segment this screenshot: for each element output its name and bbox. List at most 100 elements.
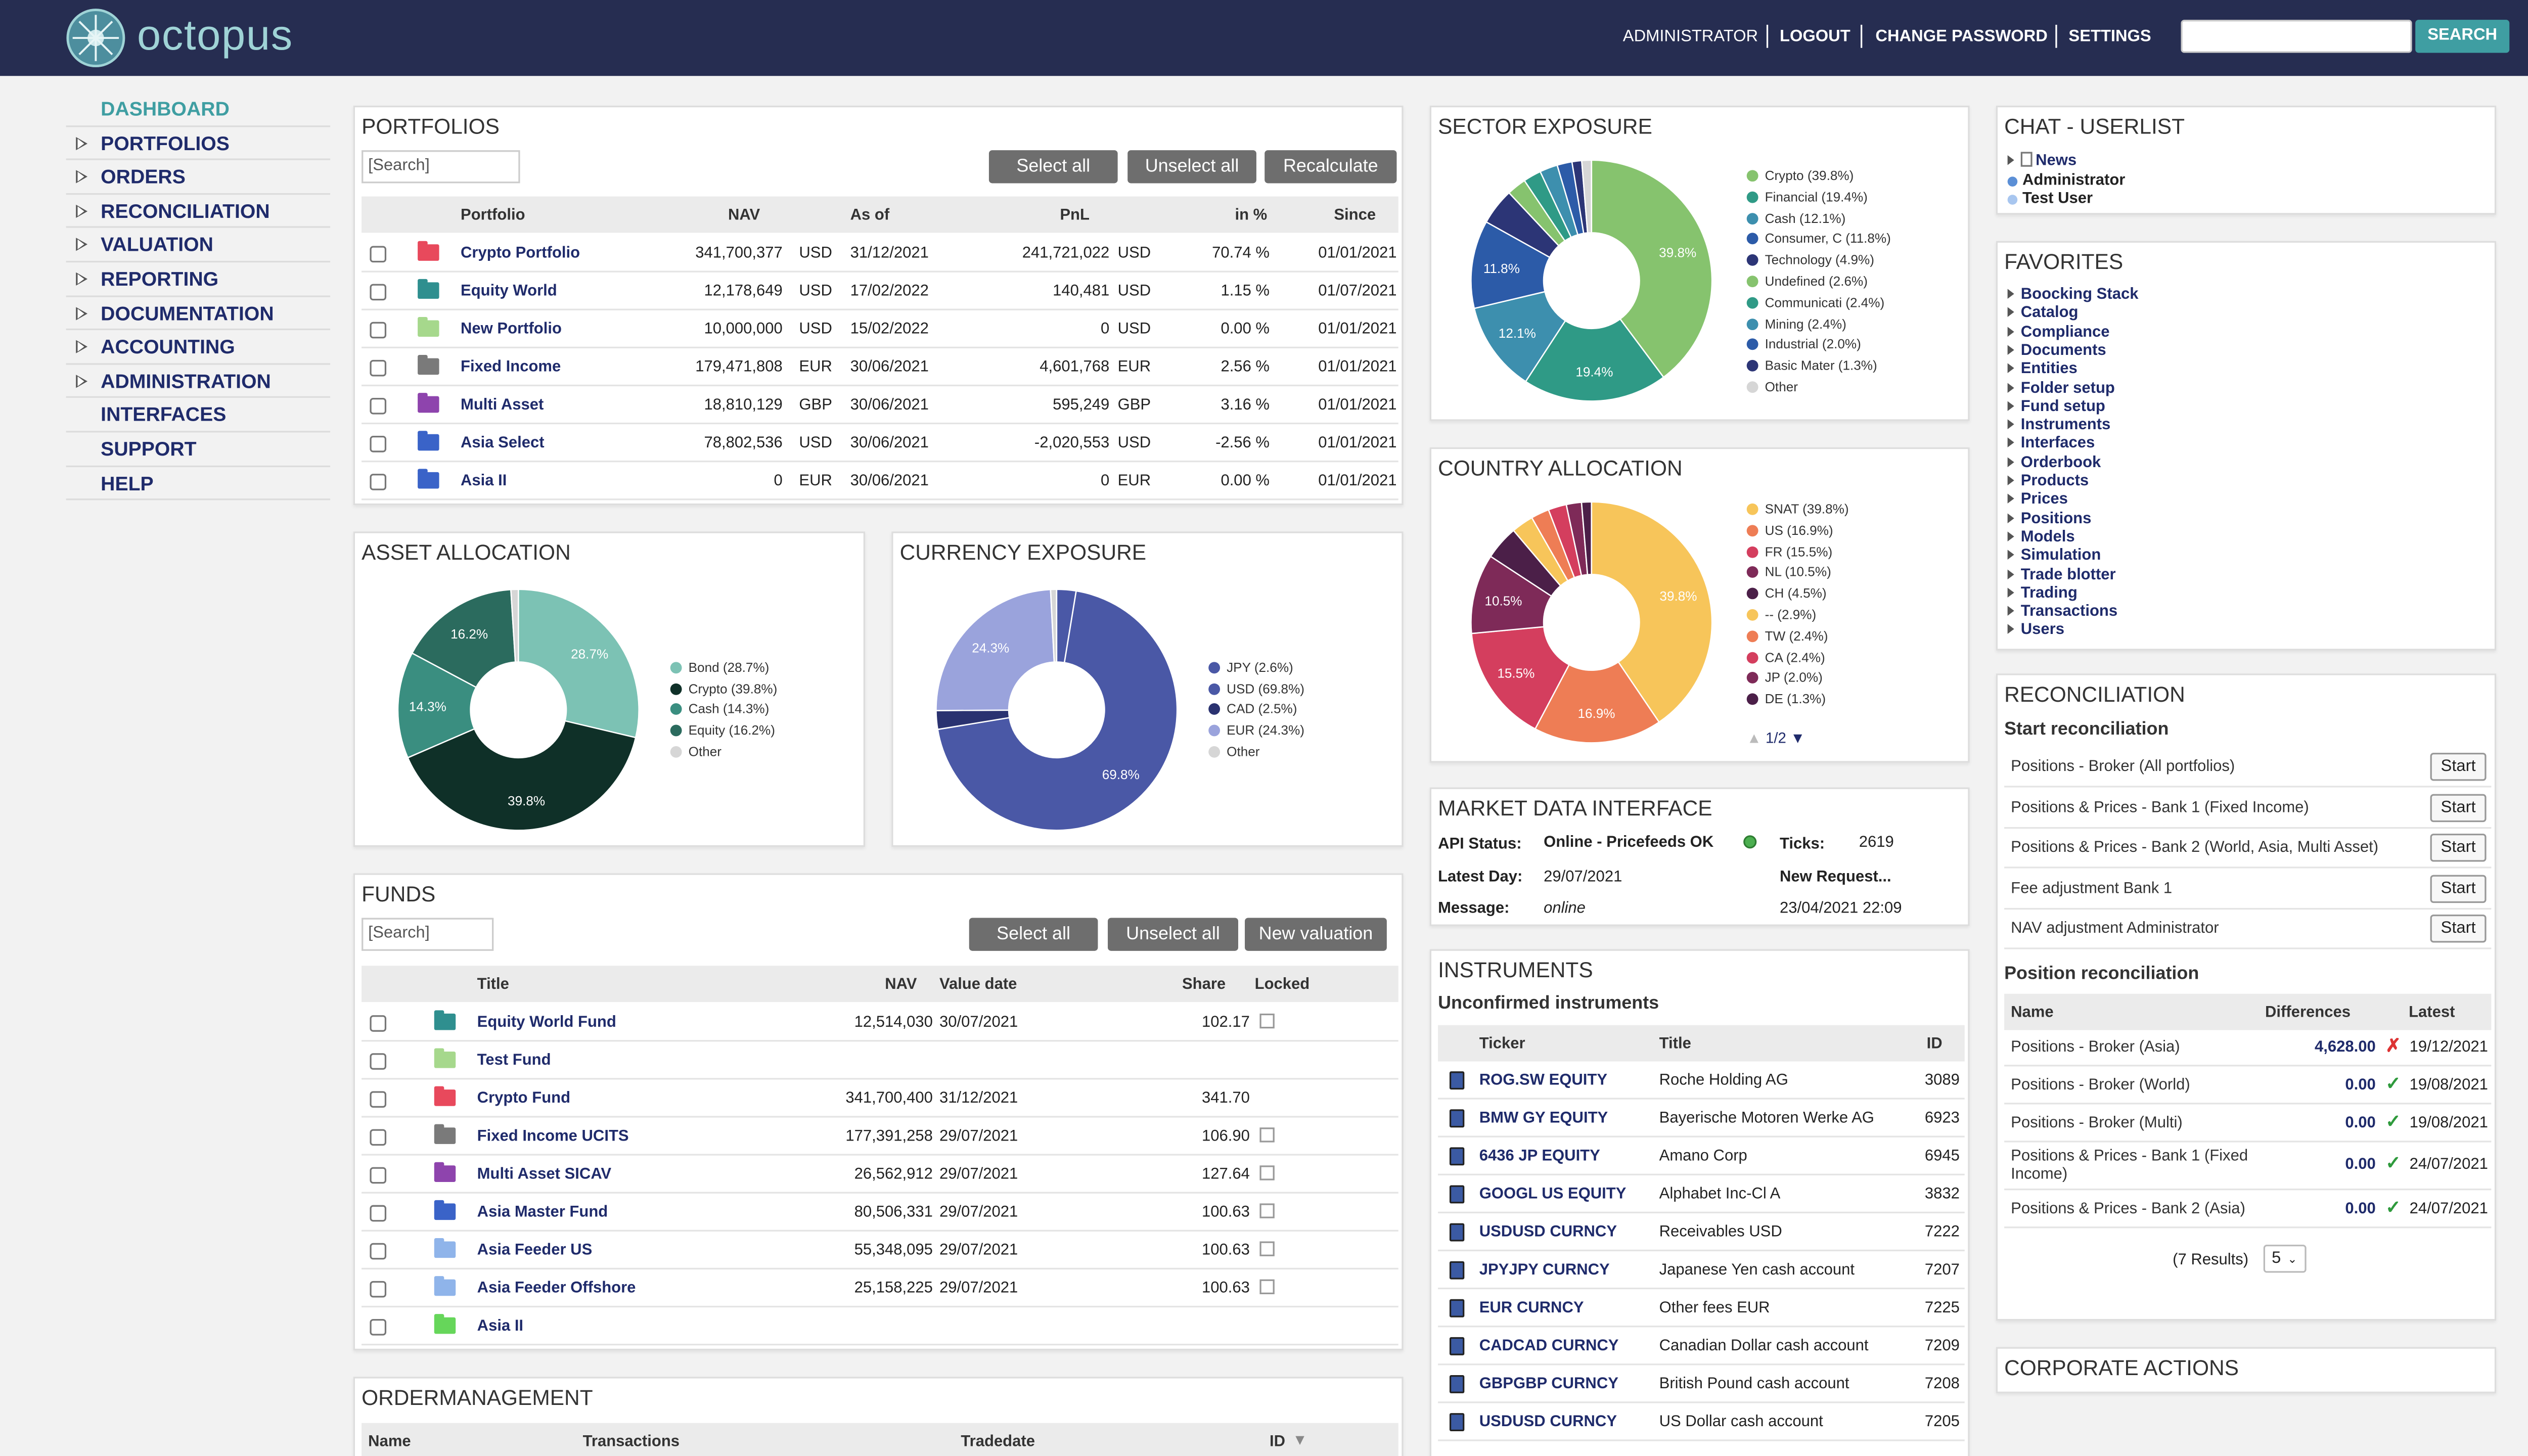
legend-item[interactable]: Bond (28.7%) — [670, 660, 769, 675]
nav-logout[interactable]: LOGOUT — [1780, 28, 1850, 47]
legend-item[interactable]: Other — [1208, 744, 1259, 759]
col-asof[interactable]: As of — [850, 206, 890, 225]
locked-icon[interactable] — [1259, 1127, 1275, 1143]
expand-triangle-icon[interactable] — [76, 204, 88, 218]
row-checkbox[interactable] — [370, 1205, 387, 1222]
legend-item[interactable]: SNAT (39.8%) — [1746, 502, 1849, 517]
pie-slice[interactable] — [397, 652, 477, 759]
pie-slice[interactable] — [1581, 159, 1593, 234]
sidebar-item[interactable]: VALUATION — [66, 229, 331, 263]
col-share[interactable]: Share — [1182, 975, 1226, 994]
instrument-ticker-link[interactable]: EUR CURNCY — [1479, 1299, 1584, 1317]
expand-triangle-icon[interactable] — [76, 170, 88, 184]
expand-triangle-icon[interactable] — [76, 306, 88, 320]
fund-name-link[interactable]: Equity World Fund — [477, 1013, 616, 1032]
start-button[interactable]: Start — [2430, 874, 2487, 902]
favorite-link[interactable]: Catalog — [2008, 304, 2079, 323]
pager-next-icon[interactable]: ▼ — [1790, 730, 1805, 746]
row-checkbox[interactable] — [370, 1281, 387, 1298]
favorite-link[interactable]: Transactions — [2008, 603, 2117, 621]
instrument-ticker-link[interactable]: 6436 JP EQUITY — [1479, 1147, 1600, 1166]
favorite-link[interactable]: Compliance — [2008, 323, 2110, 341]
position-reconciliation-name[interactable]: Positions - Broker (Asia) — [2011, 1038, 2180, 1057]
locked-icon[interactable] — [1259, 1203, 1275, 1218]
sector-exposure-pie[interactable]: 39.8% 19.4% 12.1% 11.8% — [1468, 157, 1716, 404]
table-row[interactable]: Asia II — [362, 1307, 1398, 1346]
chat-news[interactable]: News — [2008, 152, 2076, 170]
pie-slice[interactable] — [1591, 159, 1713, 378]
legend-item[interactable]: Consumer, C (11.8%) — [1746, 232, 1891, 247]
pie-slice[interactable] — [510, 588, 519, 663]
unselect-all-button[interactable]: Unselect all — [1127, 150, 1256, 184]
sidebar-item[interactable]: HELP — [66, 467, 331, 500]
expand-triangle-icon[interactable] — [76, 374, 88, 388]
col-latest[interactable]: Latest — [2409, 1004, 2455, 1022]
legend-item[interactable]: CA (2.4%) — [1746, 650, 1825, 665]
col-differences[interactable]: Differences — [2265, 1004, 2351, 1022]
nav-settings[interactable]: SETTINGS — [2068, 28, 2151, 47]
row-checkbox[interactable] — [370, 284, 387, 301]
sidebar-item[interactable]: ORDERS — [66, 160, 331, 195]
table-row[interactable]: GOOGL US EQUITY Alphabet Inc-Cl A 3832 — [1438, 1175, 1965, 1214]
favorite-link[interactable]: Orderbook — [2008, 453, 2101, 472]
pie-slice[interactable] — [1591, 501, 1713, 723]
expand-triangle-icon[interactable] — [76, 340, 88, 354]
position-reconciliation-name[interactable]: Positions & Prices - Bank 1 (Fixed Incom… — [2011, 1147, 2248, 1184]
header-search-button[interactable]: SEARCH — [2415, 20, 2510, 53]
table-row[interactable]: Positions & Prices - Bank 1 (Fixed Incom… — [2004, 1143, 2492, 1191]
brand-name[interactable]: octopus — [137, 10, 293, 60]
row-checkbox[interactable] — [370, 1015, 387, 1032]
col-id[interactable]: ID — [1270, 1433, 1286, 1451]
new-valuation-button[interactable]: New valuation — [1245, 918, 1387, 951]
unselect-all-button[interactable]: Unselect all — [1108, 918, 1238, 951]
pie-slice[interactable] — [518, 588, 640, 739]
position-reconciliation-name[interactable]: Positions - Broker (Multi) — [2011, 1114, 2183, 1133]
favorite-link[interactable]: Models — [2008, 528, 2075, 547]
currency-exposure-pie[interactable]: 69.8% 24.3% — [933, 586, 1181, 834]
favorite-link[interactable]: Trading — [2008, 584, 2078, 602]
legend-item[interactable]: NL (10.5%) — [1746, 565, 1831, 580]
sidebar-item[interactable]: ADMINISTRATION — [66, 365, 331, 399]
col-title[interactable]: Title — [477, 975, 509, 994]
table-row[interactable]: Crypto Fund 341,700,400 31/12/2021 341.70 — [362, 1080, 1398, 1118]
fund-name-link[interactable]: Asia Feeder Offshore — [477, 1279, 636, 1298]
pie-slice[interactable] — [411, 588, 516, 689]
chat-user-administrator[interactable]: Administrator — [2007, 172, 2125, 190]
pie-slice[interactable] — [1534, 661, 1660, 744]
locked-icon[interactable] — [1259, 1241, 1275, 1256]
table-row[interactable]: Positions - Broker (World) 0.00 ✓ 19/08/202… — [2004, 1066, 2492, 1105]
country-allocation-pie[interactable]: 39.8% 16.9% 15.5% 10.5% — [1468, 498, 1716, 746]
legend-item[interactable]: Crypto (39.8%) — [1746, 168, 1854, 183]
col-title[interactable]: Title — [1659, 1035, 1691, 1054]
row-checkbox[interactable] — [370, 1318, 387, 1336]
sidebar-item[interactable]: RECONCILIATION — [66, 195, 331, 229]
locked-icon[interactable] — [1259, 1013, 1275, 1029]
legend-item[interactable]: EUR (24.3%) — [1208, 723, 1304, 738]
legend-item[interactable]: Technology (4.9%) — [1746, 253, 1874, 268]
col-transactions[interactable]: Transactions — [582, 1433, 680, 1451]
portfolio-name-link[interactable]: Crypto Portfolio — [461, 244, 580, 263]
expand-triangle-icon[interactable] — [76, 272, 88, 286]
legend-item[interactable]: Industrial (2.0%) — [1746, 337, 1861, 352]
legend-item[interactable]: Crypto (39.8%) — [670, 681, 777, 696]
table-row[interactable]: USDUSD CURNCY US Dollar cash account 7205 — [1438, 1403, 1965, 1441]
table-row[interactable]: Asia II 0 EUR 30/06/2021 0 EUR 0.00 % 01/01/202… — [362, 462, 1398, 500]
col-ticker[interactable]: Ticker — [1479, 1035, 1525, 1054]
legend-item[interactable]: Undefined (2.6%) — [1746, 274, 1868, 289]
portfolio-name-link[interactable]: New Portfolio — [461, 320, 562, 339]
col-pnl[interactable]: PnL — [1060, 206, 1090, 225]
sidebar-item[interactable]: DOCUMENTATION — [66, 296, 331, 331]
legend-item[interactable]: Communicati (2.4%) — [1746, 295, 1884, 310]
table-row[interactable]: Positions - Broker (Asia) 4,628.00 ✗ 19/12/… — [2004, 1028, 2492, 1067]
favorite-link[interactable]: Instruments — [2008, 416, 2111, 434]
table-row[interactable]: New Portfolio 10,000,000 USD 15/02/2022 0 USD… — [362, 310, 1398, 348]
table-row[interactable]: GBPGBP CURNCY British Pound cash account 7… — [1438, 1365, 1965, 1403]
nav-administrator[interactable]: ADMINISTRATOR — [1622, 28, 1758, 47]
pie-slice[interactable] — [1470, 221, 1551, 309]
favorite-link[interactable]: Prices — [2008, 491, 2068, 509]
table-row[interactable]: JPYJPY CURNCY Japanese Yen cash account 72… — [1438, 1251, 1965, 1290]
table-row[interactable]: Asia Master Fund 80,506,331 29/07/2021 100.… — [362, 1194, 1398, 1232]
row-checkbox[interactable] — [370, 436, 387, 452]
row-checkbox[interactable] — [370, 1243, 387, 1260]
row-checkbox[interactable] — [370, 1053, 387, 1070]
